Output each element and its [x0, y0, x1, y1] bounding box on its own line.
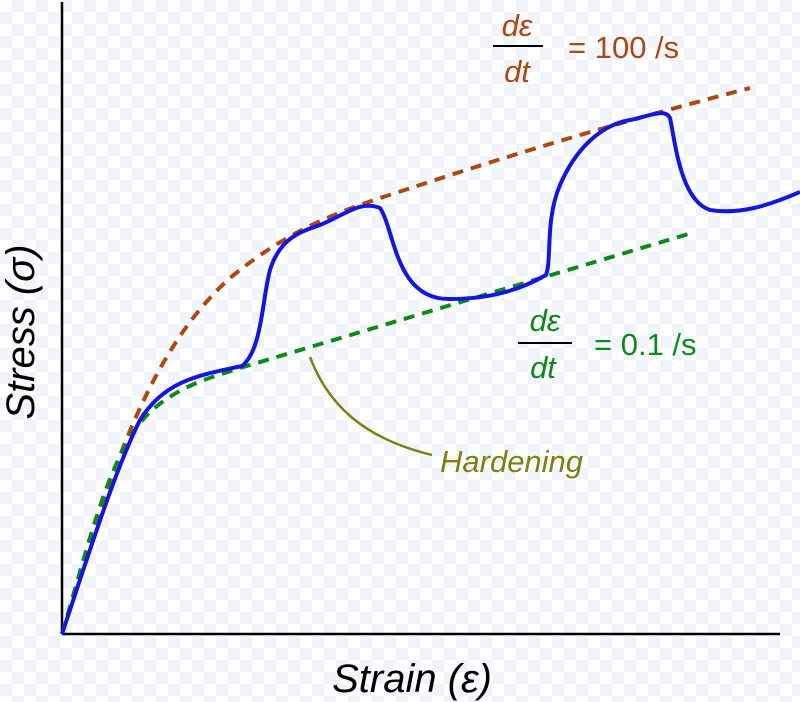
- y-axis-title: Stress (σ): [0, 244, 43, 419]
- stress-response-curve: [60, 111, 800, 635]
- hardening-connector: [308, 356, 433, 457]
- low-rate-value: = 0.1 /s: [594, 327, 697, 362]
- high-rate-value: = 100 /s: [568, 30, 679, 65]
- x-axis-title: Strain (ε): [332, 657, 492, 701]
- low-rate-curve: [60, 230, 696, 635]
- hardening-label: Hardening: [440, 444, 583, 479]
- high-rate-numerator: dε: [502, 8, 533, 43]
- low-rate-numerator: dε: [530, 303, 561, 338]
- high-rate-denominator: dt: [504, 54, 531, 89]
- low-rate-denominator: dt: [530, 350, 557, 385]
